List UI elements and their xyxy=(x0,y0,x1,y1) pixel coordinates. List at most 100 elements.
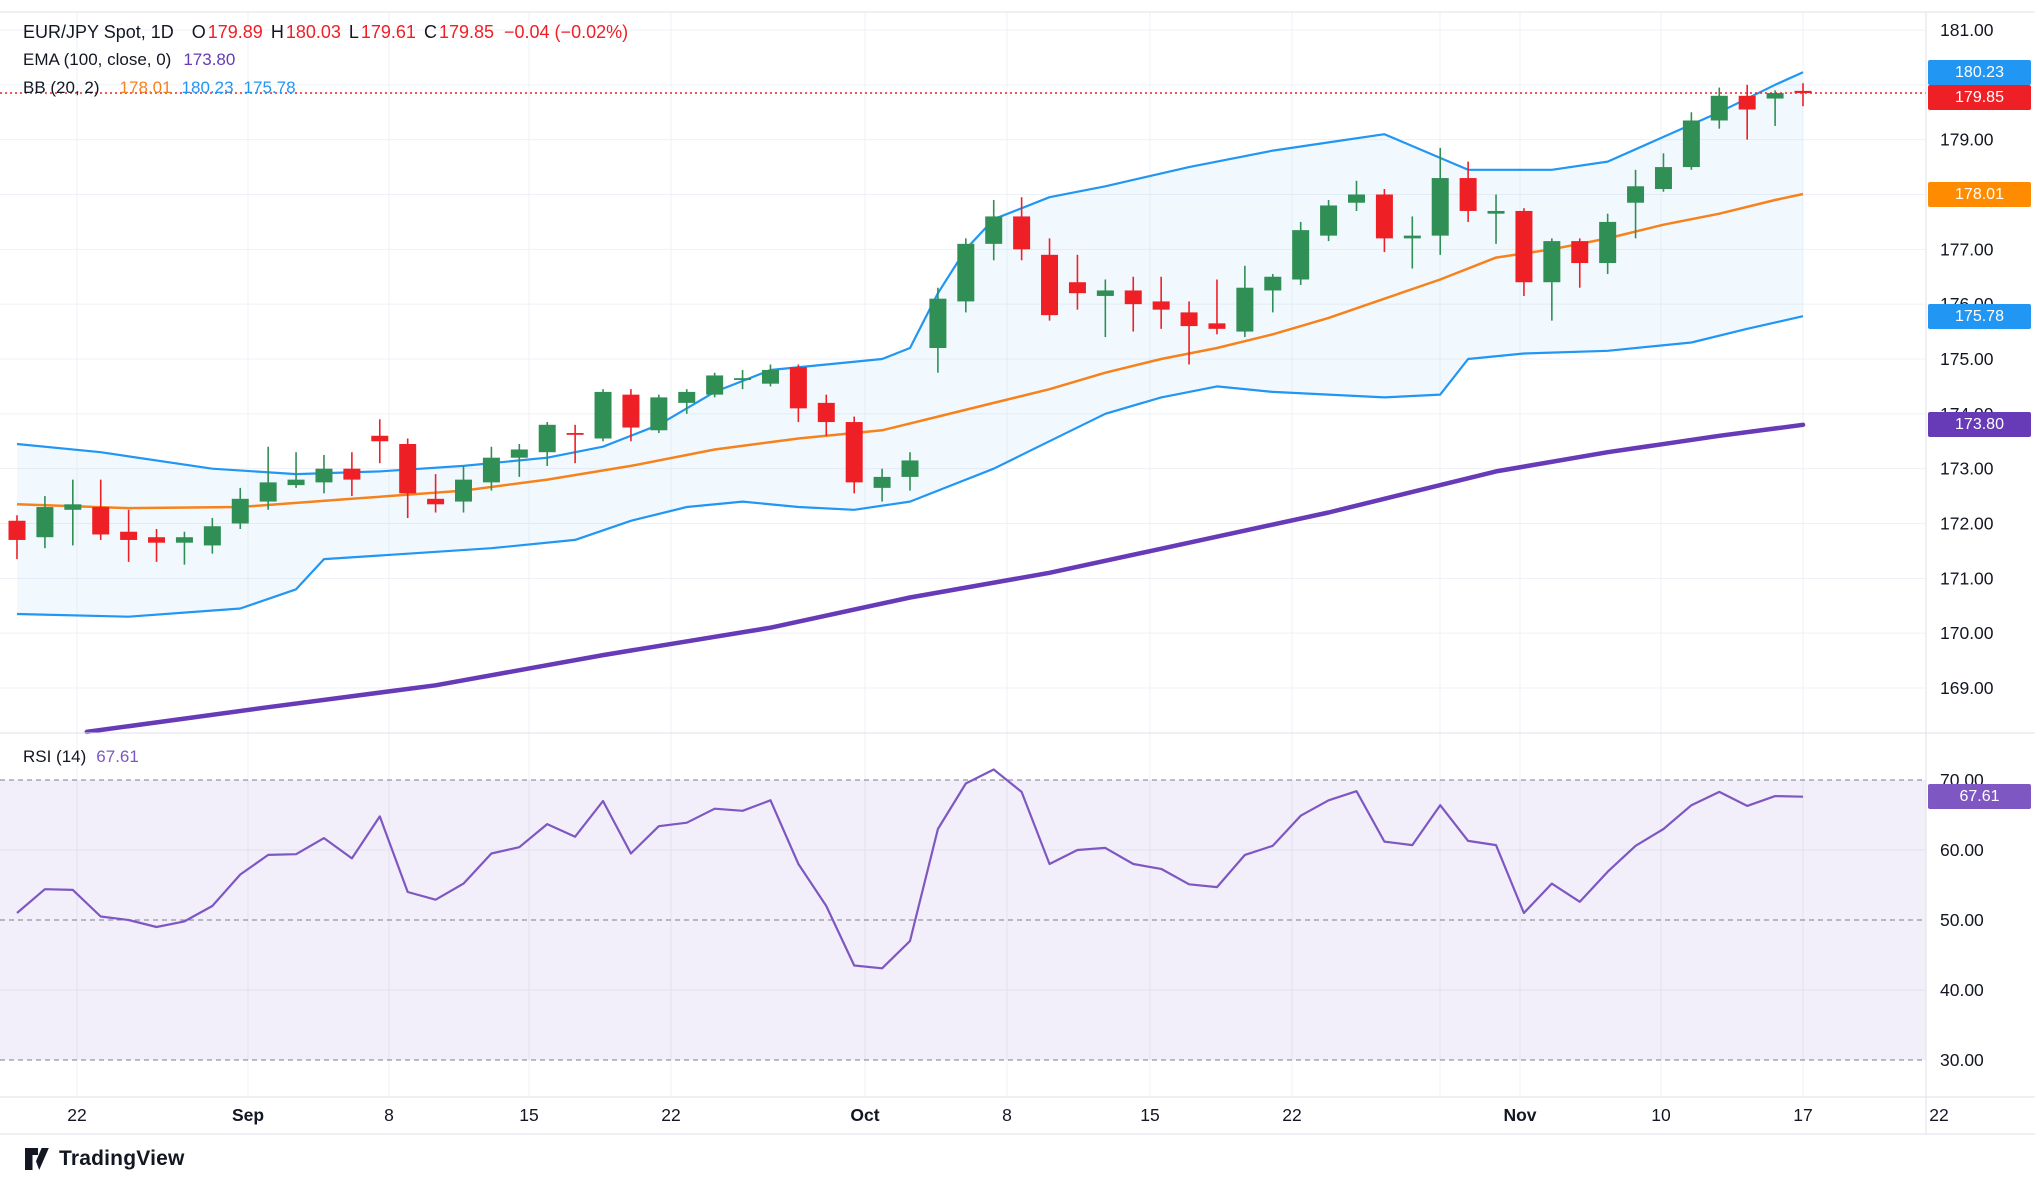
candle xyxy=(175,531,193,565)
candle-body xyxy=(92,507,110,535)
bb-title: BB (20, 2) xyxy=(23,78,100,97)
candle-body xyxy=(427,498,445,505)
rsi-legend-row[interactable]: RSI (14) 67.61 xyxy=(23,747,139,767)
candle-body xyxy=(1738,95,1756,110)
candle-body xyxy=(538,424,556,453)
candle xyxy=(1124,276,1142,332)
candle xyxy=(1375,189,1393,253)
candle xyxy=(371,419,389,464)
candle-body xyxy=(1599,221,1617,264)
candle-body xyxy=(287,479,305,486)
candle xyxy=(929,287,947,373)
high-label: H xyxy=(270,22,284,42)
ema-value: 173.80 xyxy=(183,50,236,69)
candle-body xyxy=(957,243,975,302)
candle-body xyxy=(1180,312,1198,327)
price-tick-label: 173.00 xyxy=(1940,459,1994,479)
candle xyxy=(1543,238,1561,321)
time-tick-label: 8 xyxy=(1002,1105,1012,1125)
price-tick-label: 175.00 xyxy=(1940,349,1994,369)
candle xyxy=(1487,194,1505,244)
candle xyxy=(650,394,668,434)
candle-body xyxy=(1041,254,1059,316)
candle xyxy=(1096,279,1114,338)
candle xyxy=(1627,169,1645,239)
candle-body xyxy=(1208,323,1226,329)
candle xyxy=(1152,276,1170,329)
rsi-pane xyxy=(0,768,1926,1061)
candle xyxy=(1403,216,1421,269)
bb-fill xyxy=(17,72,1803,617)
low-value: 179.61 xyxy=(360,22,416,42)
candles xyxy=(8,83,1812,565)
price-axis[interactable]: 181.00 180.00 179.00 178.00 177.00 176.00 175.… xyxy=(1940,20,1994,1070)
bb-legend-row[interactable]: BB (20, 2) 178.01 180.23 175.78 xyxy=(23,74,628,102)
close-label: C xyxy=(423,22,437,42)
low-label: L xyxy=(348,22,359,42)
candle-body xyxy=(594,391,612,439)
candle-body xyxy=(482,457,500,483)
price-tick-label: 171.00 xyxy=(1940,568,1994,588)
candle xyxy=(566,424,584,464)
candle xyxy=(482,446,500,491)
candle-body xyxy=(36,507,54,538)
candle-body xyxy=(1794,90,1812,94)
candle xyxy=(1459,161,1477,222)
indicator-legend: EUR/JPY Spot, 1D O 179.89 H 180.03 L 179.61 C 17… xyxy=(23,18,628,102)
candle-body xyxy=(1543,241,1561,283)
candle-body xyxy=(1459,178,1477,211)
candle-body xyxy=(1152,301,1170,310)
candle xyxy=(1320,199,1338,242)
candle xyxy=(706,372,724,398)
candle xyxy=(36,496,54,549)
time-tick-label: Oct xyxy=(850,1105,879,1125)
time-tick-label: 22 xyxy=(661,1105,680,1125)
high-value: 180.03 xyxy=(285,22,341,42)
candle xyxy=(1236,265,1254,338)
tradingview-logo-icon xyxy=(25,1148,49,1170)
candle-body xyxy=(371,435,389,442)
candle-body xyxy=(1627,186,1645,203)
candle-body xyxy=(901,460,919,477)
time-tick-label: 10 xyxy=(1651,1105,1671,1125)
candle-body xyxy=(789,367,807,409)
candle xyxy=(734,369,752,390)
time-tick-label: Sep xyxy=(232,1105,264,1125)
candle-body xyxy=(1571,241,1589,264)
ema-legend-row[interactable]: EMA (100, close, 0) 173.80 xyxy=(23,46,628,74)
candle-body xyxy=(175,537,193,543)
candle xyxy=(845,416,863,494)
candle xyxy=(399,438,417,519)
bb-lower-line xyxy=(16,315,1804,618)
candle-body xyxy=(148,537,166,543)
candle-body xyxy=(1487,210,1505,214)
candle xyxy=(789,364,807,423)
tradingview-watermark[interactable]: TradingView xyxy=(24,1146,185,1172)
ema-title: EMA (100, close, 0) xyxy=(23,50,172,69)
candle xyxy=(120,509,138,562)
bb-basis-value: 178.01 xyxy=(119,78,172,97)
price-tick-label: 180.00 xyxy=(1940,75,1994,95)
time-axis[interactable]: 22 Sep 8 15 22 Oct 8 15 22 Nov 10 17 22 xyxy=(67,1105,1948,1125)
rsi-tick-label: 60.00 xyxy=(1940,840,1984,860)
candle-body xyxy=(1348,194,1365,203)
tradingview-watermark-text: TradingView xyxy=(59,1147,185,1170)
symbol-legend-row[interactable]: EUR/JPY Spot, 1D O 179.89 H 180.03 L 179.61 C 17… xyxy=(23,18,628,46)
candle xyxy=(1041,238,1059,321)
time-tick-label: 22 xyxy=(67,1105,86,1125)
candle xyxy=(203,518,221,554)
candle xyxy=(1068,254,1086,310)
candle xyxy=(1180,301,1198,365)
candle xyxy=(985,199,1003,261)
candle-body xyxy=(1515,210,1533,283)
candle xyxy=(1766,90,1784,126)
candle xyxy=(678,389,696,414)
open-label: O xyxy=(191,22,206,42)
candle xyxy=(287,452,305,488)
candle xyxy=(1292,221,1310,285)
candle-body xyxy=(455,479,472,502)
symbol-title: EUR/JPY Spot, 1D xyxy=(23,22,174,42)
candle-body xyxy=(1236,287,1254,332)
close-value: 179.85 xyxy=(438,22,495,42)
